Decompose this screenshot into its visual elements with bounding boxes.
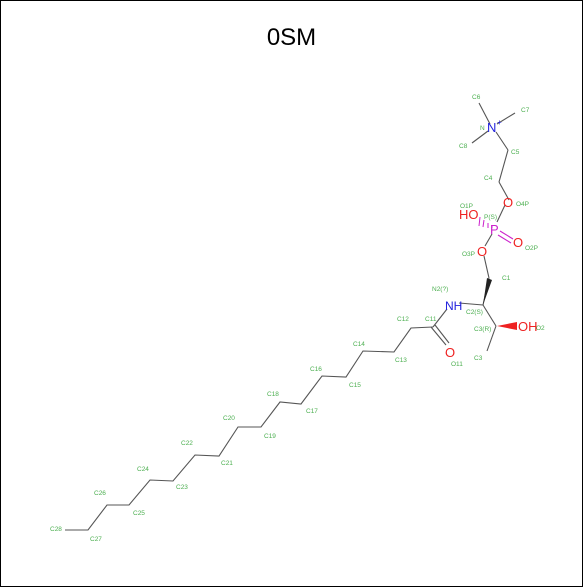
- label-c4: C4: [484, 175, 493, 182]
- bond-c2-n2: [458, 302, 484, 306]
- label-n: N: [480, 125, 485, 132]
- atom-o11: O: [445, 345, 455, 360]
- label-c15: C15: [349, 382, 361, 389]
- bond-c4-o4p: [498, 181, 510, 201]
- bond-c5-c4: [498, 149, 509, 183]
- bond-alkyl-chain: [65, 326, 434, 531]
- bond-c2-c3r: [482, 304, 497, 327]
- atom-ho: HO: [459, 207, 479, 222]
- bond-o4p-p: [496, 204, 506, 223]
- label-c18: C18: [267, 391, 279, 398]
- label-c16: C16: [310, 366, 322, 373]
- label-c28: C28: [50, 526, 62, 533]
- atom-oh: OH: [518, 319, 538, 334]
- label-c17: C17: [306, 408, 318, 415]
- bond-c11-o11-a: [430, 326, 447, 346]
- c1-c2-wedge: [483, 278, 492, 305]
- label-n2: N2(?): [432, 286, 448, 293]
- label-c8: C8: [459, 143, 468, 150]
- label-o1p: O1P: [460, 203, 473, 210]
- label-c20: C20: [223, 415, 235, 422]
- label-c14: C14: [353, 341, 365, 348]
- label-c25: C25: [133, 510, 145, 517]
- bond-n-c6: [478, 102, 491, 125]
- label-c27: C27: [90, 536, 102, 543]
- label-p: P(S): [484, 214, 497, 221]
- label-c19: C19: [264, 433, 276, 440]
- label-c11: C11: [425, 316, 437, 323]
- c3r-oh-wedge: [497, 322, 517, 330]
- label-c6: C6: [472, 94, 481, 101]
- label-c5: C5: [511, 149, 520, 156]
- label-c3: C3: [474, 355, 483, 362]
- label-o3p: O3P: [462, 251, 475, 258]
- carbon-labels: C6 C7 C8 C5 C4 C1 C2(S) C3(R) C3 C11 C12…: [50, 94, 530, 543]
- label-o4p: O4P: [516, 201, 529, 208]
- label-o11: O11: [451, 361, 463, 368]
- atom-nh: NH: [445, 299, 462, 313]
- label-c23: C23: [176, 484, 188, 491]
- p-o2p-double-bond: [497, 230, 514, 244]
- bond-c3r-c3: [486, 325, 497, 352]
- bond-n-c7: [496, 112, 516, 125]
- bond-p-o3p: [484, 233, 493, 247]
- p-ho-hashed-wedge: [478, 216, 493, 228]
- label-c24: C24: [137, 466, 149, 473]
- bond-n-c8: [471, 130, 489, 144]
- bond-c11-o11-b: [434, 324, 450, 344]
- atom-o4p: O: [503, 195, 513, 210]
- label-c26: C26: [94, 490, 106, 497]
- atom-p: P: [490, 222, 499, 237]
- atom-n-charge: +: [497, 118, 502, 127]
- atom-o2p: O: [513, 235, 523, 250]
- label-c13: C13: [395, 357, 407, 364]
- bond-o3p-c1: [483, 255, 490, 279]
- label-c2s: C2(S): [466, 309, 483, 316]
- atom-o3p: O: [477, 244, 487, 259]
- heteroatom-labels: N O4P P(S) O1P O2P O3P N2(?) O2 O11: [432, 125, 545, 368]
- label-c22: C22: [181, 440, 193, 447]
- label-c7: C7: [521, 107, 530, 114]
- bond-n2-c11: [432, 308, 448, 328]
- heteroatoms: N + O P HO O O NH OH O: [445, 118, 538, 360]
- bonds: [65, 102, 516, 531]
- label-c12: C12: [397, 316, 409, 323]
- atom-n-plus: N: [487, 120, 496, 135]
- label-o2: O2: [536, 325, 545, 332]
- molecule-title: 0SM: [266, 24, 317, 51]
- label-o2p: O2P: [525, 245, 538, 252]
- label-c3r: C3(R): [474, 326, 491, 333]
- bond-n-c5: [495, 131, 509, 151]
- label-c1: C1: [502, 275, 511, 282]
- label-c21: C21: [221, 460, 233, 467]
